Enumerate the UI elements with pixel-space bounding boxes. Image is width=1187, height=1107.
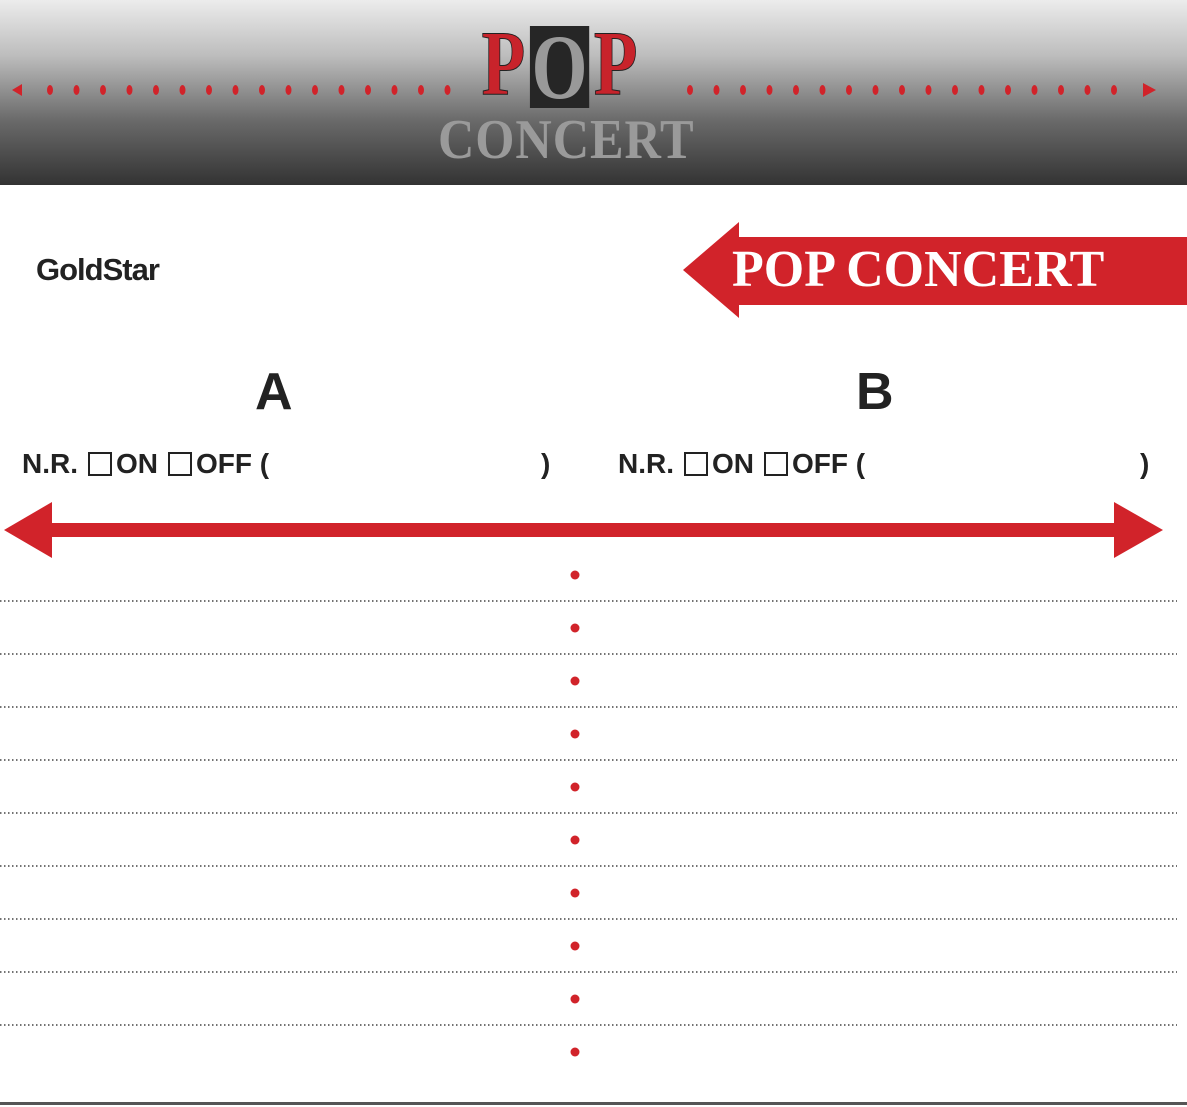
nr-on-label: ON [116, 448, 158, 479]
red-dot [338, 85, 345, 95]
red-dot [1005, 85, 1011, 95]
red-dot [713, 85, 720, 95]
double-arrow [4, 502, 1163, 558]
red-dot [846, 85, 852, 95]
goldstar-logo: GoldStar [36, 252, 160, 287]
nr-on-label: ON [712, 448, 754, 479]
nr-off-checkbox[interactable] [168, 452, 192, 476]
title-header [0, 0, 1187, 185]
left-arrowhead-icon [12, 84, 22, 96]
red-arrow-banner [683, 222, 1187, 318]
side-a-noise-reduction: N.R. ON OFF ( [22, 448, 269, 480]
nr-on-checkbox[interactable] [88, 452, 112, 476]
red-dot [312, 85, 318, 95]
red-dot [978, 85, 985, 95]
nr-off-checkbox[interactable] [764, 452, 788, 476]
center-dot [570, 835, 580, 845]
pop-letter-p1: P [481, 12, 526, 114]
nr-off-label: OFF ( [196, 448, 270, 479]
center-dot [570, 888, 580, 898]
center-dot [570, 994, 580, 1004]
red-dot [952, 85, 958, 95]
red-dot [232, 85, 239, 95]
center-dot [570, 623, 580, 633]
red-dot [418, 85, 424, 95]
nr-label: N.R. [22, 448, 78, 479]
bottom-edge [0, 1102, 1187, 1105]
red-dot [766, 85, 773, 95]
red-dot [126, 85, 133, 95]
red-dot [47, 85, 53, 95]
red-dot [444, 85, 451, 95]
red-dot [819, 85, 826, 95]
dotted-arrow-line [12, 83, 1156, 97]
red-dot [687, 85, 693, 95]
red-dot [925, 85, 932, 95]
red-dot [1084, 85, 1091, 95]
concert-subtitle: CONCERT [438, 109, 695, 171]
center-dot [570, 941, 580, 951]
banner-title: POP CONCERT [732, 241, 1105, 298]
nr-close-paren: ) [1140, 448, 1150, 479]
center-dot [570, 676, 580, 686]
center-dot [570, 782, 580, 792]
red-dot [73, 85, 80, 95]
center-dot [570, 1047, 580, 1057]
nr-label: N.R. [618, 448, 674, 479]
red-dot [1031, 85, 1038, 95]
red-dot [153, 85, 159, 95]
right-arrowhead-icon [1143, 83, 1156, 97]
red-dot [1058, 85, 1064, 95]
side-a-label: A [255, 363, 293, 421]
center-dot [570, 570, 580, 580]
red-dot [259, 85, 265, 95]
red-dot [872, 85, 879, 95]
nr-on-checkbox[interactable] [684, 452, 708, 476]
red-dot [740, 85, 746, 95]
pop-letter-p2: P [593, 12, 638, 114]
pop-letter-o: O [530, 16, 590, 118]
pop-title: P O P [480, 12, 639, 118]
nr-off-label: OFF ( [792, 448, 866, 479]
red-dot [899, 85, 905, 95]
red-dot [1111, 85, 1117, 95]
nr-close-paren: ) [541, 448, 551, 479]
side-b-noise-reduction: N.R. ON OFF ( [618, 448, 865, 480]
red-dot [179, 85, 186, 95]
red-dot [285, 85, 292, 95]
side-b-label: B [856, 363, 894, 421]
red-dot [391, 85, 398, 95]
center-dot [570, 729, 580, 739]
red-dot [793, 85, 799, 95]
red-dot [206, 85, 212, 95]
red-dot [365, 85, 371, 95]
red-dot [100, 85, 106, 95]
